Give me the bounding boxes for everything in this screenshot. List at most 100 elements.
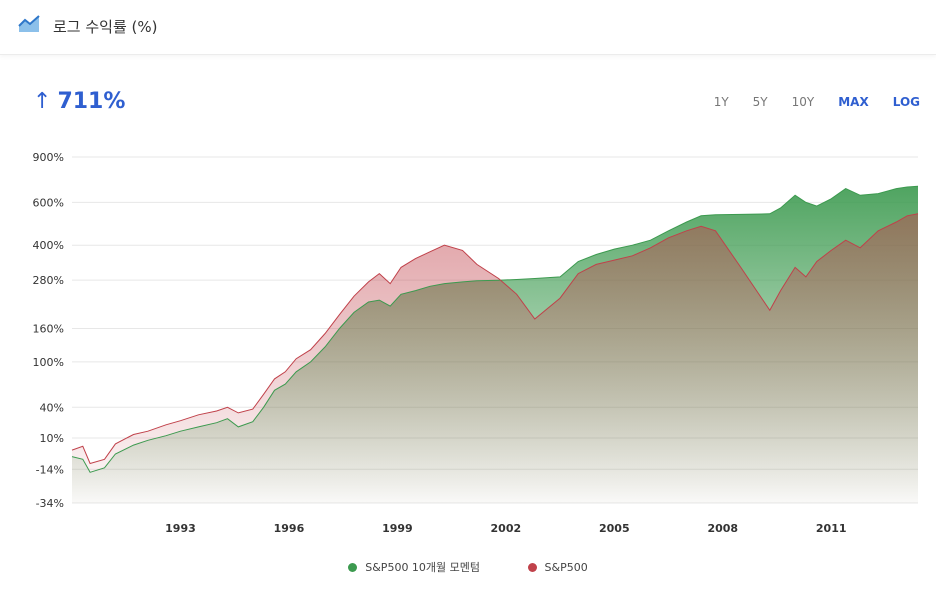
sp500-point — [686, 230, 687, 231]
sp500-point — [415, 258, 416, 259]
page-header: 로그 수익률 (%) — [0, 0, 936, 55]
momentum-point — [296, 371, 297, 372]
sp500-point — [238, 412, 239, 413]
sp500-point — [252, 409, 253, 410]
x-tick-label: 2005 — [599, 522, 630, 535]
sp500-point — [72, 450, 73, 451]
sp500-line — [71, 213, 919, 465]
sp500-point — [795, 267, 796, 268]
sp500-point — [339, 314, 340, 315]
sp500-point — [133, 434, 134, 435]
sp500-point — [578, 273, 579, 274]
momentum-point — [238, 426, 239, 427]
range-selector: 1Y 5Y 10Y MAX LOG — [690, 95, 920, 109]
momentum-point — [816, 206, 817, 207]
sp500-point — [263, 394, 264, 395]
momentum-point — [285, 384, 286, 385]
sp500-point — [516, 294, 517, 295]
momentum-point — [147, 440, 148, 441]
momentum-point — [462, 281, 463, 282]
momentum-point — [180, 431, 181, 432]
sp500-point — [354, 296, 355, 297]
x-tick-label: 1999 — [382, 522, 413, 535]
momentum-point — [104, 467, 105, 468]
sp500-point — [816, 261, 817, 262]
momentum-point — [133, 445, 134, 446]
legend-label-sp500: S&P500 — [544, 560, 588, 574]
momentum-point — [90, 472, 91, 473]
momentum-point — [72, 456, 73, 457]
sp500-point — [650, 247, 651, 248]
momentum-point — [216, 422, 217, 423]
momentum-point — [476, 280, 477, 281]
momentum-point — [252, 421, 253, 422]
momentum-point — [650, 240, 651, 241]
y-tick-label: -14% — [36, 463, 64, 476]
momentum-point — [368, 302, 369, 303]
momentum-point — [795, 195, 796, 196]
sp500-point — [668, 237, 669, 238]
y-tick-label: 280% — [33, 274, 64, 287]
sp500-point — [429, 251, 430, 252]
y-tick-label: 10% — [40, 432, 64, 445]
area-chart-icon — [18, 15, 40, 32]
y-tick-label: 600% — [33, 196, 64, 209]
y-tick-label: 900% — [33, 151, 64, 164]
sp500-point — [285, 371, 286, 372]
total-return-value: 711% — [57, 89, 126, 114]
sp500-point — [560, 298, 561, 299]
momentum-point — [805, 202, 806, 203]
momentum-point — [198, 426, 199, 427]
sp500-point — [780, 290, 781, 291]
sp500-point — [878, 230, 879, 231]
sp500-point — [166, 424, 167, 425]
momentum-point — [498, 280, 499, 281]
x-tick-label: 2002 — [491, 522, 522, 535]
sp500-point — [701, 226, 702, 227]
range-max-button[interactable]: MAX — [838, 95, 869, 109]
sp500-point — [198, 414, 199, 415]
momentum-point — [701, 215, 702, 216]
sp500-point — [498, 278, 499, 279]
momentum-point — [325, 346, 326, 347]
sp500-point — [401, 267, 402, 268]
momentum-point — [769, 213, 770, 214]
range-10y-button[interactable]: 10Y — [791, 95, 815, 109]
sp500-point — [379, 273, 380, 274]
sp500-point — [462, 250, 463, 251]
sp500-point — [534, 319, 535, 320]
sp500-point — [632, 255, 633, 256]
sp500-point — [476, 264, 477, 265]
momentum-point — [831, 198, 832, 199]
log-scale-toggle[interactable]: LOG — [892, 95, 920, 109]
momentum-point — [444, 283, 445, 284]
legend-dot-momentum — [348, 562, 358, 572]
range-1y-button[interactable]: 1Y — [713, 95, 729, 109]
return-summary: ↑ 711% — [33, 89, 125, 114]
momentum-point — [632, 245, 633, 246]
momentum-point — [780, 207, 781, 208]
y-tick-label: -34% — [36, 497, 64, 510]
momentum-point — [516, 279, 517, 280]
legend-item-momentum[interactable]: S&P500 10개월 모멘텀 — [348, 559, 480, 575]
x-tick-label: 1996 — [274, 522, 305, 535]
legend-item-sp500[interactable]: S&P500 — [527, 560, 588, 574]
up-arrow-icon: ↑ — [33, 89, 52, 114]
sp500-point — [596, 264, 597, 265]
sp500-point — [147, 431, 148, 432]
momentum-point — [878, 193, 879, 194]
range-5y-button[interactable]: 5Y — [752, 95, 768, 109]
momentum-point — [401, 294, 402, 295]
sp500-point — [115, 443, 116, 444]
sp500-point — [896, 222, 897, 223]
chart-legend: S&P500 10개월 모멘텀 S&P500 — [0, 559, 936, 575]
momentum-point — [560, 276, 561, 277]
momentum-point — [896, 188, 897, 189]
momentum-point — [274, 390, 275, 391]
momentum-point — [263, 407, 264, 408]
sp500-point — [805, 276, 806, 277]
y-tick-label: 400% — [33, 239, 64, 252]
legend-dot-sp500 — [527, 562, 537, 572]
sp500-point — [274, 378, 275, 379]
sp500-point — [918, 213, 919, 214]
